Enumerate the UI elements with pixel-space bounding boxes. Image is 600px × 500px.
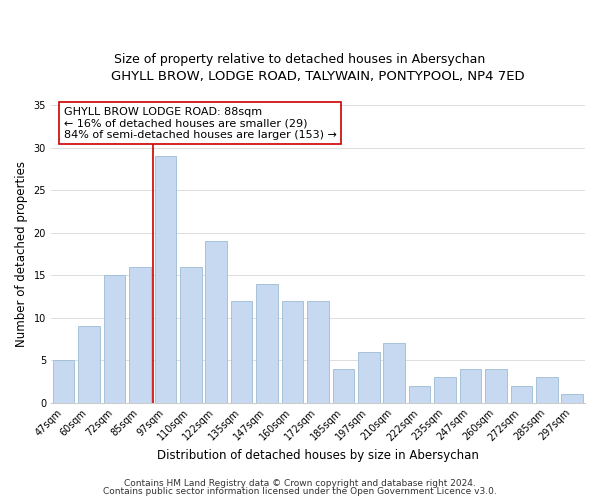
Bar xyxy=(129,266,151,402)
Bar xyxy=(332,368,354,402)
Bar xyxy=(104,275,125,402)
Bar xyxy=(358,352,380,403)
Title: GHYLL BROW, LODGE ROAD, TALYWAIN, PONTYPOOL, NP4 7ED: GHYLL BROW, LODGE ROAD, TALYWAIN, PONTYP… xyxy=(111,70,525,83)
Bar xyxy=(409,386,430,402)
Bar xyxy=(282,300,304,402)
Bar xyxy=(562,394,583,402)
Bar xyxy=(155,156,176,402)
Text: GHYLL BROW LODGE ROAD: 88sqm
← 16% of detached houses are smaller (29)
84% of se: GHYLL BROW LODGE ROAD: 88sqm ← 16% of de… xyxy=(64,106,337,140)
Bar xyxy=(511,386,532,402)
Bar xyxy=(383,343,405,402)
Text: Contains HM Land Registry data © Crown copyright and database right 2024.: Contains HM Land Registry data © Crown c… xyxy=(124,478,476,488)
X-axis label: Distribution of detached houses by size in Abersychan: Distribution of detached houses by size … xyxy=(157,450,479,462)
Text: Contains public sector information licensed under the Open Government Licence v3: Contains public sector information licen… xyxy=(103,487,497,496)
Bar xyxy=(434,377,456,402)
Bar xyxy=(78,326,100,402)
Bar xyxy=(205,241,227,402)
Bar xyxy=(460,368,481,402)
Bar xyxy=(53,360,74,403)
Bar xyxy=(485,368,507,402)
Y-axis label: Number of detached properties: Number of detached properties xyxy=(15,161,28,347)
Bar xyxy=(256,284,278,403)
Text: Size of property relative to detached houses in Abersychan: Size of property relative to detached ho… xyxy=(115,52,485,66)
Bar xyxy=(231,300,253,402)
Bar xyxy=(536,377,557,402)
Bar xyxy=(307,300,329,402)
Bar xyxy=(180,266,202,402)
